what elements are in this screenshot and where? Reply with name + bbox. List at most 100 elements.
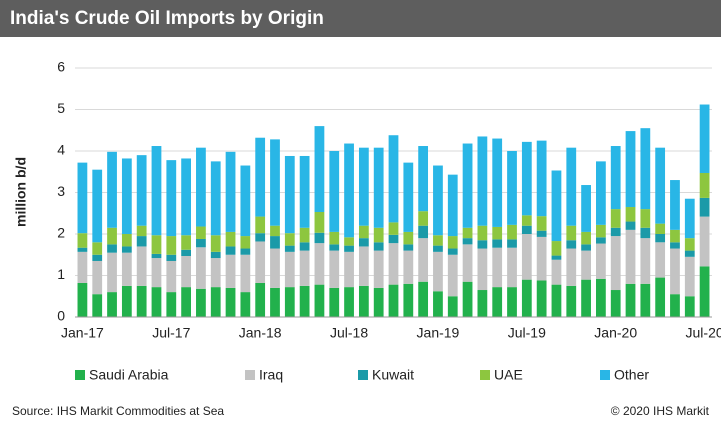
bar-segment [655,223,666,234]
bar-segment [536,140,547,217]
bar-segment [225,231,236,247]
bar-segment [670,248,680,295]
bar-segment [521,215,532,226]
bar-segment [581,244,591,251]
bar-segment [344,143,354,238]
bar-segment [462,238,473,245]
legend-label: Saudi Arabia [89,367,169,383]
bar-segment [566,285,577,317]
bar-segment [418,211,429,226]
chart-title: India's Crude Oil Imports by Origin [10,8,324,29]
bar-segment [581,250,591,280]
bar-segment [640,283,651,317]
bar-segment [270,287,280,317]
y-tick-label: 5 [57,100,65,116]
bar-segment [151,287,162,317]
bar-segment [92,260,103,295]
bar-segment [433,291,443,317]
bar-segment [358,225,369,239]
bar-segment [299,250,310,286]
bar-segment [92,169,103,243]
bar-segment [329,250,340,288]
bar-segment [566,147,577,226]
bar-segment [314,284,325,317]
bar-segment [684,296,695,317]
bar-segment [447,174,458,237]
bar-segment [521,225,532,234]
bar-segment [121,285,132,317]
bar-segment [181,287,191,317]
bar-segment [699,266,710,317]
bar-segment [492,247,503,288]
bar-segment [536,280,547,317]
bar-segment [151,146,162,236]
bar-segment [240,248,251,255]
bar-segment [240,254,251,293]
bar-segment [551,284,562,317]
bar-segment [596,243,606,279]
bar-segment [270,225,280,237]
bar-segment [477,136,488,226]
bar-segment [121,158,132,234]
bar-segment [610,209,621,228]
bar-segment [596,161,606,225]
y-tick-label: 1 [57,266,65,282]
bar-segment [181,255,191,288]
bar-segment [625,221,636,230]
legend-label: Other [614,367,649,383]
bar-segment [462,227,473,239]
bar-segment [255,241,266,283]
bar-segment [151,235,162,254]
bar-segment [388,234,399,244]
bar-segment [655,277,666,317]
bar-segment [507,224,517,240]
bar-segment [447,296,458,317]
bar-segment [610,146,621,210]
bar-segment [344,251,354,288]
bar-segment [136,236,147,247]
bar-segment [284,245,295,252]
bar-segment [507,247,517,288]
bar-segment [477,290,488,317]
x-tick-label: Jul-19 [508,325,546,341]
bar-segment [196,238,206,248]
bar-segment [166,160,177,237]
bar-segment [699,216,710,267]
bar-segment [181,249,191,256]
bar-segment [684,256,695,297]
copyright: © 2020 IHS Markit [611,404,710,418]
legend-swatch [245,370,255,380]
bar-segment [77,251,88,283]
bar-segment [699,172,710,198]
bar-segment [373,287,384,317]
bar-segment [314,243,325,285]
bar-segment [121,252,132,286]
bar-segment [270,139,280,226]
bar-segment [358,238,369,247]
bar-segment [521,279,532,317]
bar-segment [418,238,429,282]
bar-segment [477,240,488,249]
bar-segment [403,162,414,232]
bar-segment [536,236,547,281]
bar-segment [358,147,369,226]
bar-segment [536,230,547,237]
bar-segment [625,283,636,317]
bar-segment [625,207,636,222]
x-tick-label: Jul-18 [330,325,368,341]
legend-swatch [358,370,368,380]
bar-segment [551,170,562,242]
bar-segment [551,259,562,285]
bar-segment [196,247,206,289]
bar-segment [225,246,236,255]
bar-segment [136,246,147,286]
bar-segment [655,147,666,224]
bar-segment [107,151,117,228]
bar-segment [581,231,591,245]
bar-segment [492,287,503,317]
bar-segment [373,227,384,243]
y-tick-label: 3 [57,183,65,199]
bar-segment [121,246,132,253]
bar-segment [121,234,132,247]
bar-segment [699,197,710,217]
